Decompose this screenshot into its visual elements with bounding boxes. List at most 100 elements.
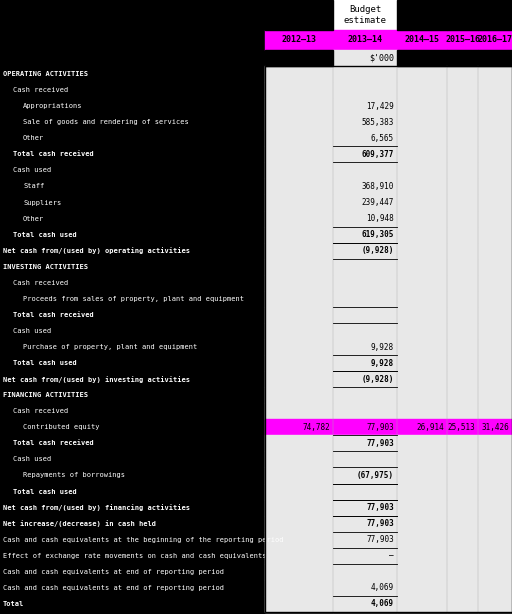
Bar	[447, 339, 478, 355]
Bar	[265, 130, 333, 146]
Text: Repayments of borrowings: Repayments of borrowings	[23, 473, 125, 478]
Bar	[447, 30, 478, 50]
Bar	[333, 291, 397, 307]
Bar	[447, 50, 478, 66]
Text: 77,903: 77,903	[366, 519, 394, 528]
Text: Suppliers: Suppliers	[23, 200, 61, 206]
Bar	[265, 484, 333, 500]
Bar	[397, 98, 447, 114]
Bar	[478, 30, 512, 50]
Text: Cash and cash equivalents at end of reporting period: Cash and cash equivalents at end of repo…	[3, 569, 224, 575]
Bar	[333, 50, 397, 66]
Bar	[397, 274, 447, 291]
Bar	[447, 211, 478, 227]
Text: Total cash received: Total cash received	[13, 312, 94, 318]
Bar	[397, 467, 447, 484]
Bar	[333, 451, 397, 467]
Bar	[265, 195, 333, 211]
Text: Cash used: Cash used	[13, 328, 51, 334]
Bar	[333, 274, 397, 291]
Bar	[447, 564, 478, 580]
Text: 585,383: 585,383	[361, 118, 394, 126]
Bar	[397, 30, 447, 50]
Text: 2012–13: 2012–13	[282, 36, 316, 44]
Bar	[478, 580, 512, 596]
Bar	[447, 451, 478, 467]
Bar	[265, 82, 333, 98]
Bar	[333, 500, 397, 516]
Bar	[447, 387, 478, 403]
Bar	[265, 258, 333, 274]
Bar	[478, 0, 512, 30]
Bar	[447, 291, 478, 307]
Text: Total cash received: Total cash received	[13, 440, 94, 446]
Text: 26,914: 26,914	[416, 423, 444, 432]
Text: 619,305: 619,305	[361, 230, 394, 239]
Text: 25,513: 25,513	[447, 423, 475, 432]
Bar	[397, 323, 447, 339]
Bar	[397, 435, 447, 451]
Text: 4,069: 4,069	[371, 583, 394, 593]
Bar	[333, 323, 397, 339]
Bar	[397, 0, 447, 30]
Bar	[333, 548, 397, 564]
Bar	[265, 596, 333, 612]
Bar	[478, 467, 512, 484]
Bar	[447, 419, 478, 435]
Bar	[447, 484, 478, 500]
Bar	[447, 0, 478, 30]
Bar	[447, 548, 478, 564]
Text: 77,903: 77,903	[366, 423, 394, 432]
Bar	[397, 403, 447, 419]
Bar	[333, 243, 397, 258]
Bar	[478, 179, 512, 195]
Bar	[397, 114, 447, 130]
Text: Proceeds from sales of property, plant and equipment: Proceeds from sales of property, plant a…	[23, 296, 244, 302]
Bar	[478, 195, 512, 211]
Bar	[265, 227, 333, 243]
Bar	[397, 243, 447, 258]
Bar	[265, 291, 333, 307]
Text: 2013–14: 2013–14	[348, 36, 382, 44]
Bar	[447, 500, 478, 516]
Text: Cash and cash equivalents at end of reporting period: Cash and cash equivalents at end of repo…	[3, 585, 224, 591]
Bar	[265, 323, 333, 339]
Bar	[397, 580, 447, 596]
Text: Contributed equity: Contributed equity	[23, 424, 99, 430]
Bar	[478, 596, 512, 612]
Bar	[265, 532, 333, 548]
Bar	[447, 227, 478, 243]
Bar	[333, 146, 397, 162]
Bar	[265, 403, 333, 419]
Bar	[447, 195, 478, 211]
Bar	[265, 371, 333, 387]
Bar	[397, 516, 447, 532]
Bar	[397, 419, 447, 435]
Bar	[397, 82, 447, 98]
Text: 31,426: 31,426	[481, 423, 509, 432]
Text: 77,903: 77,903	[366, 439, 394, 448]
Bar	[265, 243, 333, 258]
Text: 77,903: 77,903	[366, 503, 394, 512]
Bar	[397, 211, 447, 227]
Text: Net cash from/(used by) financing activities: Net cash from/(used by) financing activi…	[3, 504, 190, 511]
Bar	[333, 195, 397, 211]
Text: 609,377: 609,377	[361, 150, 394, 159]
Text: Other: Other	[23, 216, 44, 222]
Bar	[478, 323, 512, 339]
Bar	[333, 82, 397, 98]
Bar	[478, 114, 512, 130]
Bar	[478, 258, 512, 274]
Bar	[478, 435, 512, 451]
Text: Other: Other	[23, 135, 44, 141]
Bar	[265, 580, 333, 596]
Bar	[397, 451, 447, 467]
Bar	[265, 66, 333, 82]
Text: Cash used: Cash used	[13, 456, 51, 462]
Bar	[397, 500, 447, 516]
Bar	[265, 419, 333, 435]
Bar	[397, 179, 447, 195]
Bar	[265, 548, 333, 564]
Bar	[397, 484, 447, 500]
Bar	[478, 227, 512, 243]
